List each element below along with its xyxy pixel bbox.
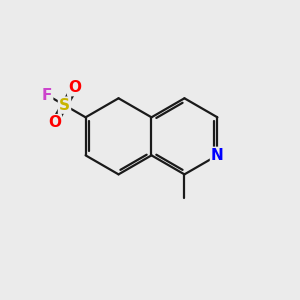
Text: F: F bbox=[42, 88, 52, 103]
Text: S: S bbox=[59, 98, 70, 112]
Text: O: O bbox=[68, 80, 81, 95]
Text: N: N bbox=[211, 148, 224, 163]
Text: O: O bbox=[48, 115, 61, 130]
